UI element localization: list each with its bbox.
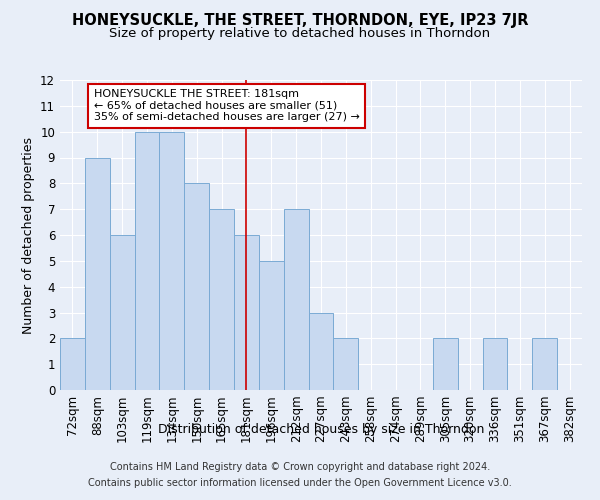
Bar <box>532 338 557 390</box>
Bar <box>134 132 160 390</box>
Bar <box>209 209 234 390</box>
Bar <box>433 338 458 390</box>
Bar <box>284 209 308 390</box>
Bar <box>334 338 358 390</box>
Bar <box>110 235 134 390</box>
Bar <box>308 312 334 390</box>
Text: HONEYSUCKLE, THE STREET, THORNDON, EYE, IP23 7JR: HONEYSUCKLE, THE STREET, THORNDON, EYE, … <box>72 12 528 28</box>
Bar <box>85 158 110 390</box>
Bar <box>184 184 209 390</box>
Text: Contains HM Land Registry data © Crown copyright and database right 2024.: Contains HM Land Registry data © Crown c… <box>110 462 490 472</box>
Y-axis label: Number of detached properties: Number of detached properties <box>22 136 35 334</box>
Bar <box>160 132 184 390</box>
Bar <box>234 235 259 390</box>
Bar <box>60 338 85 390</box>
Text: Contains public sector information licensed under the Open Government Licence v3: Contains public sector information licen… <box>88 478 512 488</box>
Text: Size of property relative to detached houses in Thorndon: Size of property relative to detached ho… <box>109 28 491 40</box>
Bar <box>259 261 284 390</box>
Text: HONEYSUCKLE THE STREET: 181sqm
← 65% of detached houses are smaller (51)
35% of : HONEYSUCKLE THE STREET: 181sqm ← 65% of … <box>94 90 360 122</box>
Bar <box>482 338 508 390</box>
Text: Distribution of detached houses by size in Thorndon: Distribution of detached houses by size … <box>158 422 484 436</box>
